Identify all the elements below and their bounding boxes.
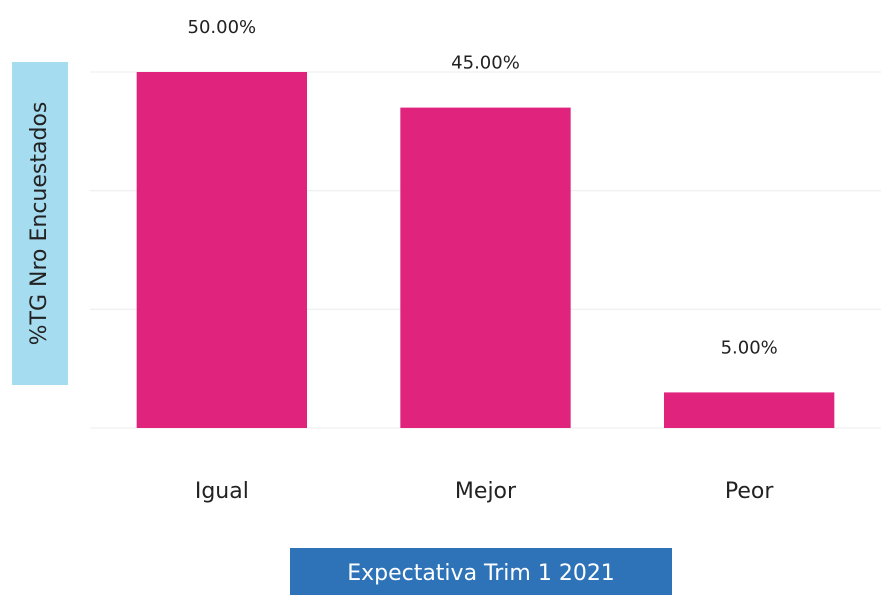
x-axis-label: Expectativa Trim 1 2021 [347, 561, 615, 586]
x-tick-label: Peor [725, 479, 774, 504]
data-label: 45.00% [451, 53, 520, 74]
x-tick-label: Igual [195, 479, 249, 504]
bar [136, 72, 307, 428]
y-axis-label: %TG Nro Encuestados [27, 102, 52, 346]
data-label: 50.00% [188, 17, 257, 38]
y-axis-label-box [12, 62, 68, 385]
bar [400, 107, 571, 428]
data-label: 5.00% [721, 337, 778, 358]
x-tick-label: Mejor [455, 479, 517, 504]
x-axis-label-box [290, 548, 672, 595]
bar [664, 392, 835, 428]
